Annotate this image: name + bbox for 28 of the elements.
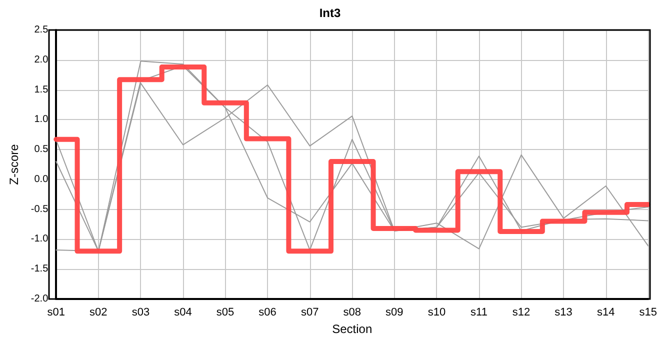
- x-tick-label: s06: [258, 306, 276, 318]
- x-tick-label: s13: [554, 306, 572, 318]
- chart-title: Int3: [319, 6, 341, 20]
- y-tick-label: 1.0: [34, 114, 49, 126]
- y-tick-label: 0.5: [34, 144, 49, 156]
- y-tick-label: 0.0: [34, 174, 49, 185]
- x-tick-label: s03: [132, 306, 150, 318]
- x-tick-label: s07: [300, 306, 319, 318]
- y-tick-label: -1.0: [30, 234, 49, 245]
- x-axis-title: Section: [332, 322, 372, 336]
- x-tick-label: s10: [428, 306, 446, 318]
- y-tick-label: 2.5: [34, 24, 49, 36]
- x-tick-label: s14: [596, 306, 615, 318]
- x-tick-label: s01: [47, 306, 66, 318]
- x-tick-label: s02: [90, 306, 108, 318]
- y-tick-label: 1.5: [34, 84, 49, 96]
- x-tick-label: s09: [386, 306, 404, 318]
- y-tick-label: 2.0: [34, 54, 49, 66]
- x-tick-label: s05: [216, 306, 234, 318]
- x-tick-label: s15: [639, 306, 658, 318]
- y-axis-title: Z-score: [7, 144, 21, 185]
- y-tick-label: -2.0: [30, 294, 49, 304]
- x-tick-label: s12: [512, 306, 530, 318]
- y-tick-label: -1.5: [30, 264, 49, 275]
- x-tick-label: s11: [470, 306, 488, 318]
- x-tick-label: s04: [174, 306, 192, 318]
- x-tick-label: s08: [343, 306, 362, 318]
- y-tick-label: -0.5: [30, 204, 49, 215]
